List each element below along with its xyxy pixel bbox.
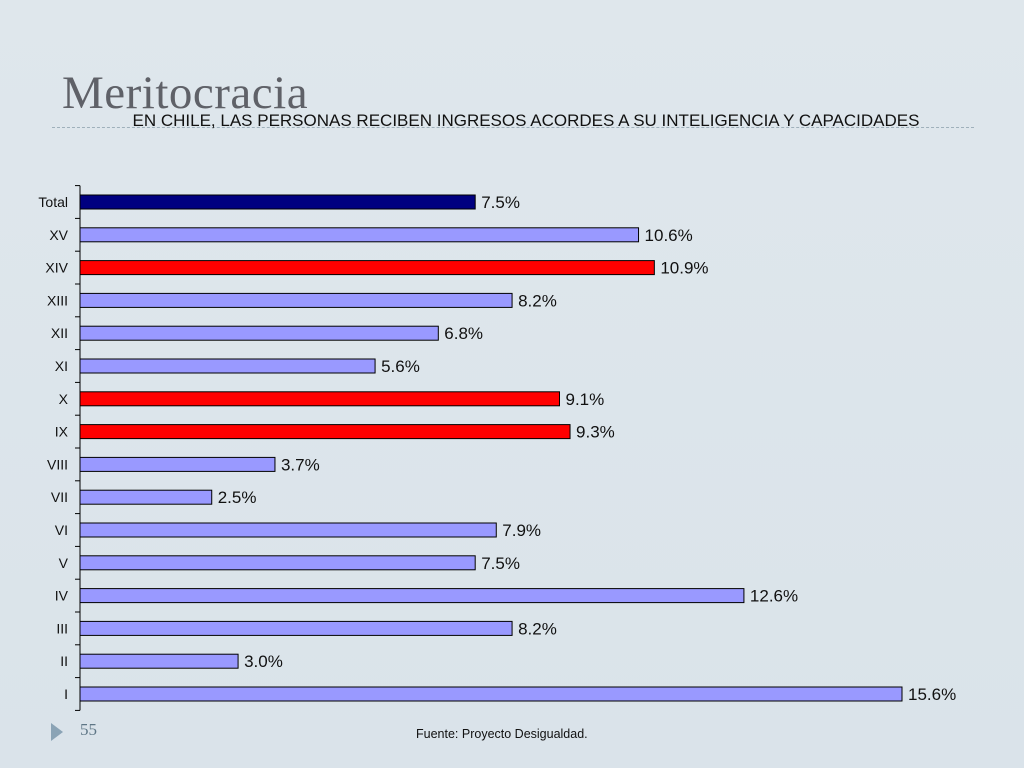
category-label: XII [51,325,68,341]
bar [79,227,640,243]
value-label: 8.2% [518,291,557,310]
bar [79,522,497,538]
value-label: 9.1% [566,390,605,409]
category-label: VIII [47,456,68,472]
bar [79,588,745,604]
category-label: X [59,391,69,407]
bar [79,456,276,472]
bar [79,555,476,571]
bar [79,292,513,308]
bar [79,260,655,276]
slide-number: 55 [80,720,97,739]
category-label: VII [51,489,68,505]
category-label: XIV [45,260,68,276]
slide-title: Meritocracia [62,67,309,119]
category-label: XI [55,358,68,374]
value-label: 5.6% [381,357,420,376]
value-label: 10.9% [660,259,708,278]
bar [79,620,513,636]
value-label: 15.6% [908,685,956,704]
bar [79,358,376,374]
category-label: VI [55,522,68,538]
category-label: V [59,555,69,571]
value-label: 8.2% [518,619,557,638]
category-label: Total [38,194,68,210]
category-label: XIII [47,292,68,308]
value-label: 10.6% [645,226,693,245]
bar [79,424,571,440]
category-label: XV [49,227,68,243]
bar [79,325,439,341]
value-label: 3.0% [244,652,283,671]
category-label: IX [55,424,69,440]
category-label: II [60,653,68,669]
source-note: Fuente: Proyecto Desigualdad. [416,727,588,741]
value-label: 9.3% [576,423,615,442]
bar [79,686,903,702]
bar [79,194,476,210]
chart-title: EN CHILE, LAS PERSONAS RECIBEN INGRESOS … [132,111,920,130]
category-label: III [56,620,68,636]
value-label: 7.9% [502,521,541,540]
bar [79,391,560,407]
value-label: 2.5% [218,488,257,507]
value-label: 3.7% [281,455,320,474]
value-label: 6.8% [444,324,483,343]
bar [79,653,239,669]
value-label: 7.5% [481,193,520,212]
slide-arrow-icon [51,723,63,741]
value-label: 12.6% [750,587,798,606]
category-label: I [64,686,68,702]
title-divider [52,127,974,128]
bar [79,489,213,505]
value-label: 7.5% [481,554,520,573]
category-label: IV [55,588,69,604]
